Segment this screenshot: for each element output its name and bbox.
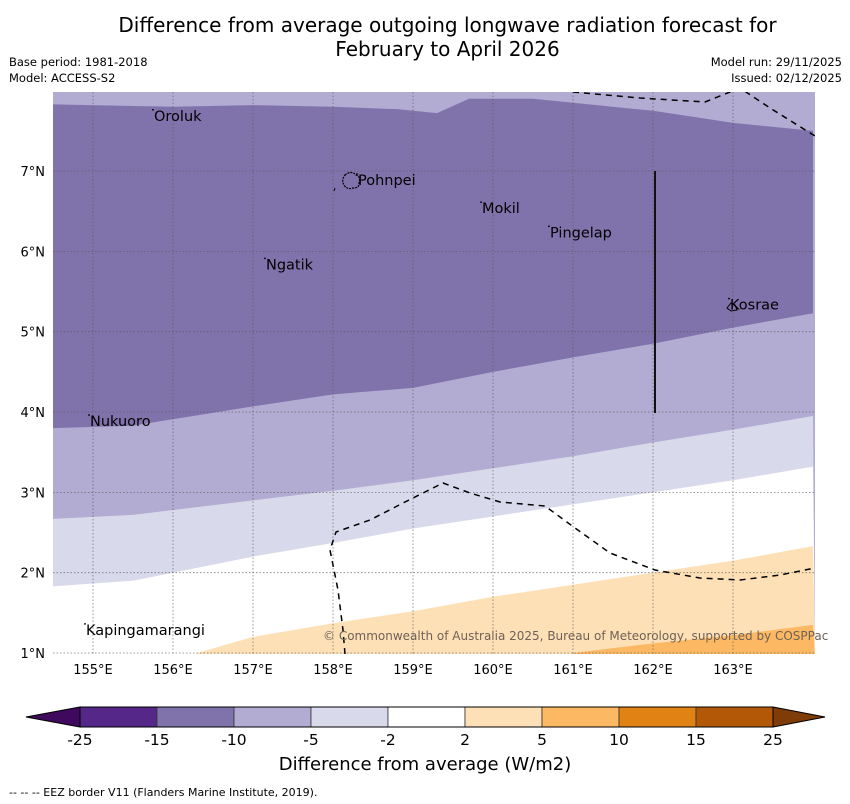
- contour-fills: [53, 92, 815, 654]
- colorbar-segment: [233, 706, 312, 728]
- eez-footnote: -- -- -- EEZ border V11 (Flanders Marine…: [9, 786, 318, 799]
- fill-band-2-5: [197, 546, 815, 654]
- colorbar-segment: [156, 706, 235, 728]
- colorbar-tick-label: -5: [303, 731, 318, 749]
- fill-band-minus15-minus10: [53, 98, 813, 429]
- colorbar-tick-label: -15: [144, 731, 169, 749]
- pohnpei-island-outline: [342, 171, 361, 190]
- colorbar-segment: [464, 706, 543, 728]
- place-marker: [728, 297, 730, 300]
- eez-border-north: [572, 92, 815, 137]
- place-label-mokil: Mokil: [482, 201, 520, 217]
- title-line-2: February to April 2026: [335, 37, 560, 61]
- lat-tick-label: 2°N: [21, 567, 46, 582]
- graticule: [53, 92, 815, 654]
- lon-tick-label: 159°E: [393, 663, 433, 678]
- place-label-pohnpei: Pohnpei: [358, 173, 416, 189]
- colorbar-segment: [387, 706, 466, 728]
- eez-border-south: [329, 482, 815, 654]
- colorbar-segment: [310, 706, 389, 728]
- colorbar-tick-label: 25: [763, 731, 783, 749]
- eez-border: [329, 92, 815, 654]
- lat-tick-label: 6°N: [21, 245, 46, 260]
- colorbar-tick-label: -25: [67, 731, 92, 749]
- lon-tick-label: 156°E: [153, 663, 193, 678]
- base-period: Base period: 1981-2018: [9, 55, 148, 69]
- issued-date: Issued: 02/12/2025: [731, 71, 842, 85]
- place-label-kosrae: Kosrae: [730, 298, 779, 314]
- model-run-date: Model run: 29/11/2025: [710, 55, 842, 69]
- colorbar-segment: [618, 706, 697, 728]
- copyright-text: © Commonwealth of Australia 2025, Bureau…: [323, 629, 828, 643]
- lat-tick-label: 4°N: [21, 406, 46, 421]
- map-plot-area: [53, 92, 815, 654]
- place-label-pingelap: Pingelap: [550, 225, 612, 241]
- place-label-oroluk: Oroluk: [154, 109, 202, 125]
- colorbar-extend-low: [25, 706, 81, 728]
- lon-tick-label: 157°E: [233, 663, 273, 678]
- lon-tick-label: 163°E: [713, 663, 753, 678]
- colorbar-tick-label: 5: [537, 731, 547, 749]
- place-marker: [264, 257, 266, 260]
- colorbar-tick-label: 10: [609, 731, 629, 749]
- place-marker: [356, 173, 358, 175]
- kosrae-island-outline: [726, 302, 738, 312]
- lon-tick-label: 155°E: [73, 663, 113, 678]
- colorbar-tick-label: -2: [380, 731, 395, 749]
- colorbar-segment: [695, 706, 774, 728]
- place-labels: Oroluk Pohnpei Mokil Pingelap Ngatik Kosrae Nu…: [84, 109, 779, 639]
- colorbar-title: Difference from average (W/m2): [278, 754, 572, 775]
- lon-tick-label: 158°E: [313, 663, 353, 678]
- model-info: Base period: 1981-2018 Model: ACCESS-S2: [9, 54, 148, 86]
- place-label-ngatik: Ngatik: [266, 257, 314, 273]
- lat-tick-label: 3°N: [21, 486, 46, 501]
- colorbar-segment: [79, 706, 158, 728]
- colorbar-extend-high: [772, 706, 826, 728]
- place-marker: [548, 225, 550, 228]
- colorbar-tick-label: 2: [460, 731, 470, 749]
- colorbar-outline: [79, 706, 774, 728]
- place-label-kapingamarangi: Kapingamarangi: [86, 623, 205, 639]
- place-marker: [152, 108, 154, 111]
- colorbar-segment: [541, 706, 620, 728]
- lon-tick-label: 160°E: [473, 663, 513, 678]
- atoll-marker: [333, 187, 336, 192]
- lon-tick-label: 162°E: [633, 663, 673, 678]
- axis-ticks: 155°E 156°E 157°E 158°E 159°E 160°E 161°E 162°E…: [21, 165, 753, 678]
- islands: [333, 171, 738, 312]
- chart-title: Difference from average outgoing longwav…: [0, 13, 850, 61]
- place-marker: [480, 201, 482, 204]
- fill-band-5-10: [573, 624, 815, 654]
- run-info: Model run: 29/11/2025 Issued: 02/12/2025: [711, 54, 842, 86]
- title-line-1: Difference from average outgoing longwav…: [118, 13, 777, 37]
- model-name: Model: ACCESS-S2: [9, 71, 116, 85]
- lon-tick-label: 161°E: [553, 663, 593, 678]
- place-marker: [88, 414, 90, 416]
- place-label-nukuoro: Nukuoro: [90, 414, 151, 430]
- lat-tick-label: 5°N: [21, 326, 46, 341]
- colorbar-tick-label: -10: [221, 731, 246, 749]
- place-marker: [84, 623, 86, 625]
- colorbar-tick-label: 15: [686, 731, 706, 749]
- lat-tick-label: 1°N: [21, 647, 46, 662]
- colorbar: -25 -15 -10 -5 -2 2 5 10 15 25: [25, 706, 826, 749]
- lat-tick-label: 7°N: [21, 165, 46, 180]
